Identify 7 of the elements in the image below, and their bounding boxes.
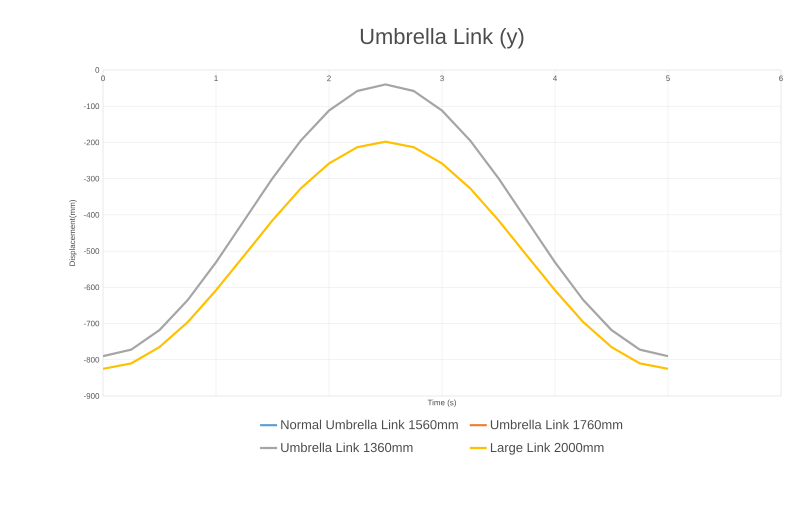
legend-label: Normal Umbrella Link 1560mm (281, 420, 458, 430)
line-series (103, 140, 670, 370)
line-series (103, 83, 670, 358)
legend-label: Umbrella Link 1360mm (281, 442, 412, 452)
chart-title: Umbrella Link (y) (360, 28, 524, 48)
legend-label: Large Link 2000mm (490, 442, 604, 455)
legend-label: Umbrella Link 1760mm (490, 420, 622, 430)
